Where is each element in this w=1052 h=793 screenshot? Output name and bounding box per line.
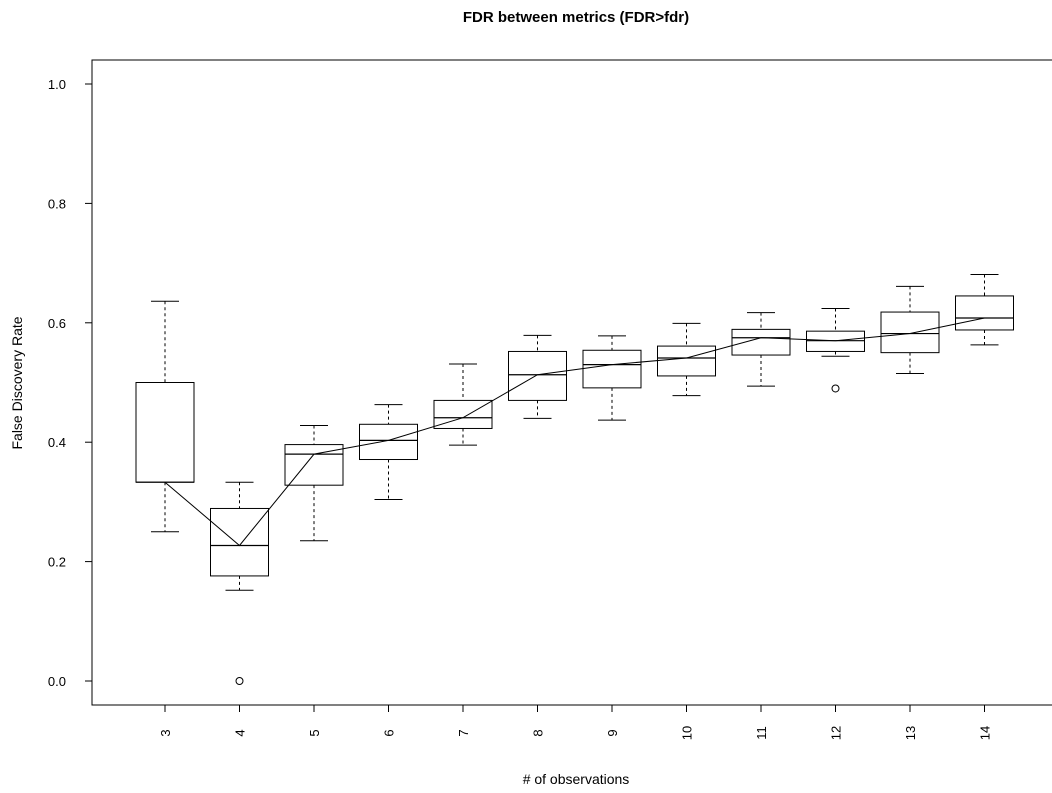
box (582, 349, 642, 389)
box-group (433, 363, 493, 446)
boxes-group (135, 273, 1014, 685)
x-tick-label: 3 (158, 729, 173, 736)
box (359, 423, 418, 461)
x-tick-label: 14 (978, 726, 993, 740)
y-tick-label: 1.0 (48, 77, 66, 92)
box-group (731, 312, 791, 387)
box (657, 345, 716, 377)
x-tick-label: 10 (680, 726, 695, 740)
median-line-group (164, 317, 985, 547)
box (731, 328, 791, 356)
outlier-point (235, 677, 244, 685)
y-tick-label: 0.6 (48, 316, 66, 331)
x-tick-label: 11 (754, 726, 769, 740)
box (955, 295, 1014, 331)
box-group (135, 300, 195, 533)
y-axis: 0.0 0.2 0.4 0.6 0.8 1.0 (48, 77, 92, 689)
chart-title: FDR between metrics (FDR>fdr) (463, 9, 689, 26)
box-group (582, 335, 642, 421)
x-tick-label: 13 (903, 726, 918, 740)
x-tick-label: 8 (531, 729, 546, 736)
x-tick-label: 5 (307, 729, 322, 736)
box-group (210, 481, 269, 685)
y-axis-label: False Discovery Rate (9, 316, 25, 449)
x-tick-label: 12 (829, 726, 844, 740)
box (508, 350, 567, 401)
y-tick-label: 0.0 (48, 674, 66, 689)
x-tick-label: 4 (233, 729, 248, 736)
box (880, 311, 940, 354)
box-group (359, 404, 418, 501)
median-trend-line (164, 317, 985, 547)
outlier-point (831, 384, 840, 393)
x-tick-label: 9 (605, 729, 620, 736)
y-tick-label: 0.2 (48, 555, 66, 570)
box (135, 382, 195, 483)
box-group (806, 307, 865, 393)
plot-frame (91, 59, 1052, 706)
x-tick-label: 7 (456, 729, 471, 736)
box (210, 507, 269, 577)
box-group (508, 334, 567, 419)
x-tick-label: 6 (382, 729, 397, 736)
box-group (880, 285, 940, 375)
box-group (955, 273, 1014, 346)
box-group (284, 424, 344, 542)
x-axis-label: # of observations (523, 771, 630, 787)
y-tick-label: 0.8 (48, 196, 66, 211)
y-tick-label: 0.4 (48, 435, 66, 450)
x-axis: 3 4 5 6 7 8 9 10 11 12 13 14 (158, 705, 993, 740)
